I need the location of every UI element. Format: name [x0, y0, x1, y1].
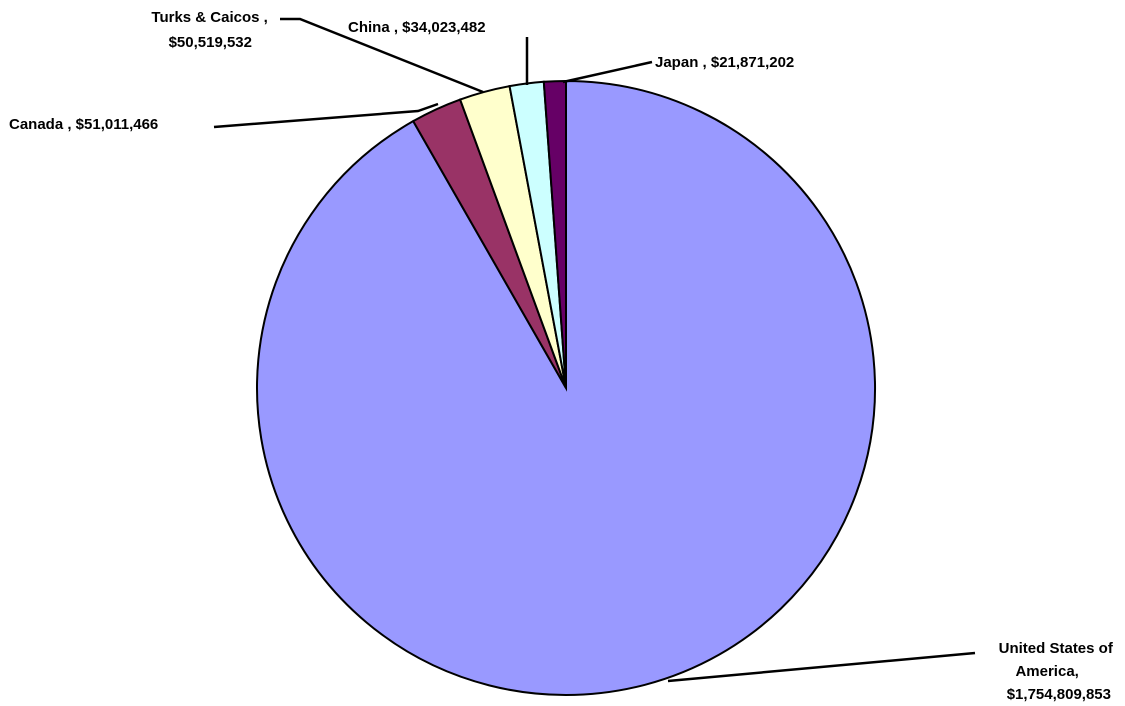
- data-label-turks-caicos: Turks & Caicos , $50,519,532: [151, 9, 272, 51]
- leader-line-canada: [213, 102, 439, 129]
- leader-line-turks-caicos: [280, 17, 484, 94]
- leader-line-usa: [667, 651, 976, 683]
- data-labels: United States of America, $1,754,809,853…: [9, 9, 1117, 703]
- data-label-canada: Canada , $51,011,466: [9, 116, 158, 133]
- data-label-japan: Japan , $21,871,202: [655, 54, 794, 71]
- leader-line-japan: [562, 60, 653, 84]
- data-label-china: China , $34,023,482: [348, 19, 486, 36]
- leader-lines: [213, 17, 976, 683]
- pie-slices: [256, 79, 876, 696]
- data-label-usa: United States of America, $1,754,809,853: [999, 640, 1117, 703]
